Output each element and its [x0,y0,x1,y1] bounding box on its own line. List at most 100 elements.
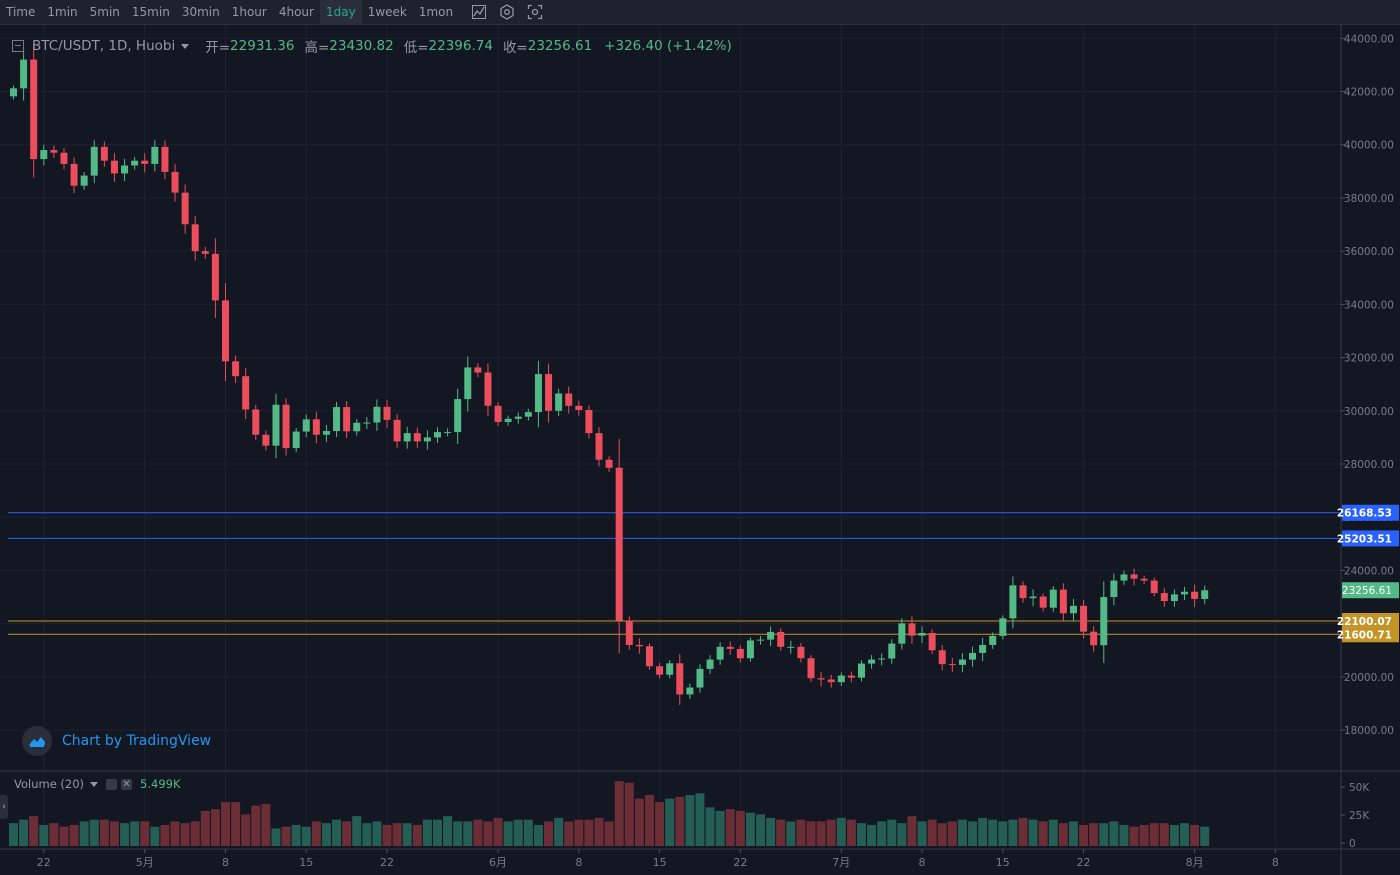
volume-bar [614,781,624,846]
collapse-icon[interactable] [12,40,24,52]
last-price-label: 23256.61 [1342,585,1392,597]
candle-body [1039,596,1047,608]
candle-body [1100,597,1108,646]
candle [777,628,785,651]
candle-body [131,160,139,166]
interval-1min[interactable]: 1min [47,5,78,19]
chevron-down-icon[interactable] [181,43,190,49]
volume-bar [1109,821,1119,846]
candle [100,141,108,167]
candle-body [110,160,118,174]
interval-4hour[interactable]: 4hour [278,5,314,19]
candle-body [232,361,240,377]
candle [292,428,300,453]
indicators-icon[interactable] [467,0,491,24]
candle [393,414,401,448]
volume-bar [109,821,119,846]
candle [30,43,38,178]
candle [232,355,240,383]
candle-body [575,405,583,411]
settings-icon[interactable] [495,0,519,24]
candle [423,430,431,450]
volume-bar [251,805,261,846]
candle-body [827,679,835,683]
candle [242,367,250,419]
volume-bar [89,819,99,846]
candle [736,645,744,663]
screenshot-icon[interactable] [523,0,547,24]
interval-5min[interactable]: 5min [89,5,120,19]
candle-body [878,658,886,660]
x-tick-label: 5月 [136,856,154,869]
last-price-tag [1342,582,1399,599]
candle-body [635,644,643,647]
candle-body [979,644,987,653]
candle [211,238,219,319]
candle-body [363,422,371,424]
interval-time[interactable]: Time [6,5,36,19]
volume-tick-label: 0 [1349,838,1356,850]
volume-bar [261,803,271,846]
interval-1week[interactable]: 1week [367,5,407,19]
candle-body [242,376,250,410]
volume-bar [978,817,988,846]
volume-bar [9,823,18,846]
candle [1110,573,1118,606]
candle-body [70,163,78,186]
interval-1day[interactable]: 1day [319,0,362,24]
y-tick-label: 18000.00 [1344,725,1394,737]
volume-bar [19,819,29,846]
x-tick-label: 8月 [1186,856,1204,869]
candle-body [1090,631,1098,646]
candle [555,388,563,417]
open-value: 22931.36 [230,38,295,54]
close-icon[interactable]: ✕ [121,778,133,790]
tradingview-branding[interactable]: Chart by TradingView [22,726,211,756]
candle-body [343,407,351,432]
volume-label[interactable]: Volume (20) [14,777,85,791]
candle [928,629,936,655]
candle-body [545,374,553,411]
price-tag-label: 21600.71 [1337,629,1392,641]
interval-15min[interactable]: 15min [131,5,170,19]
symbol-name[interactable]: BTC/USDT, 1D, Huobi [32,38,176,54]
candle [110,153,118,182]
candle [161,140,169,180]
interval-1mon[interactable]: 1mon [418,5,454,19]
volume-bar [392,823,402,846]
volume-bar [695,793,705,846]
candle [645,643,653,670]
volume-bar [634,798,644,846]
candle-body [645,646,653,667]
settings-icon[interactable] [106,778,118,790]
volume-bar [69,824,79,846]
candle [141,153,149,173]
candle-body [191,224,199,252]
candle [1019,581,1027,603]
volume-bar [120,823,130,846]
volume-bar [49,823,59,846]
candle [726,641,734,655]
volume-bar [493,817,503,846]
volume-bar [311,821,321,846]
volume-tick-label: 25K [1349,810,1370,822]
volume-bar [1068,821,1078,846]
volume-bar [241,814,251,846]
chevron-down-icon[interactable] [90,781,99,787]
volume-bar [998,821,1008,846]
volume-bar [796,819,806,846]
interval-1hour[interactable]: 1hour [231,5,267,19]
collapse-panel-handle[interactable]: › [0,795,8,819]
volume-bar [523,819,533,846]
candle [635,638,643,654]
candle [171,164,179,202]
interval-30min[interactable]: 30min [181,5,220,19]
candle [605,456,613,472]
candle [1100,581,1108,663]
candle-body [10,88,17,97]
candle [615,438,623,654]
candle-body [484,372,492,406]
candle-body [787,646,795,648]
candle [676,654,684,705]
